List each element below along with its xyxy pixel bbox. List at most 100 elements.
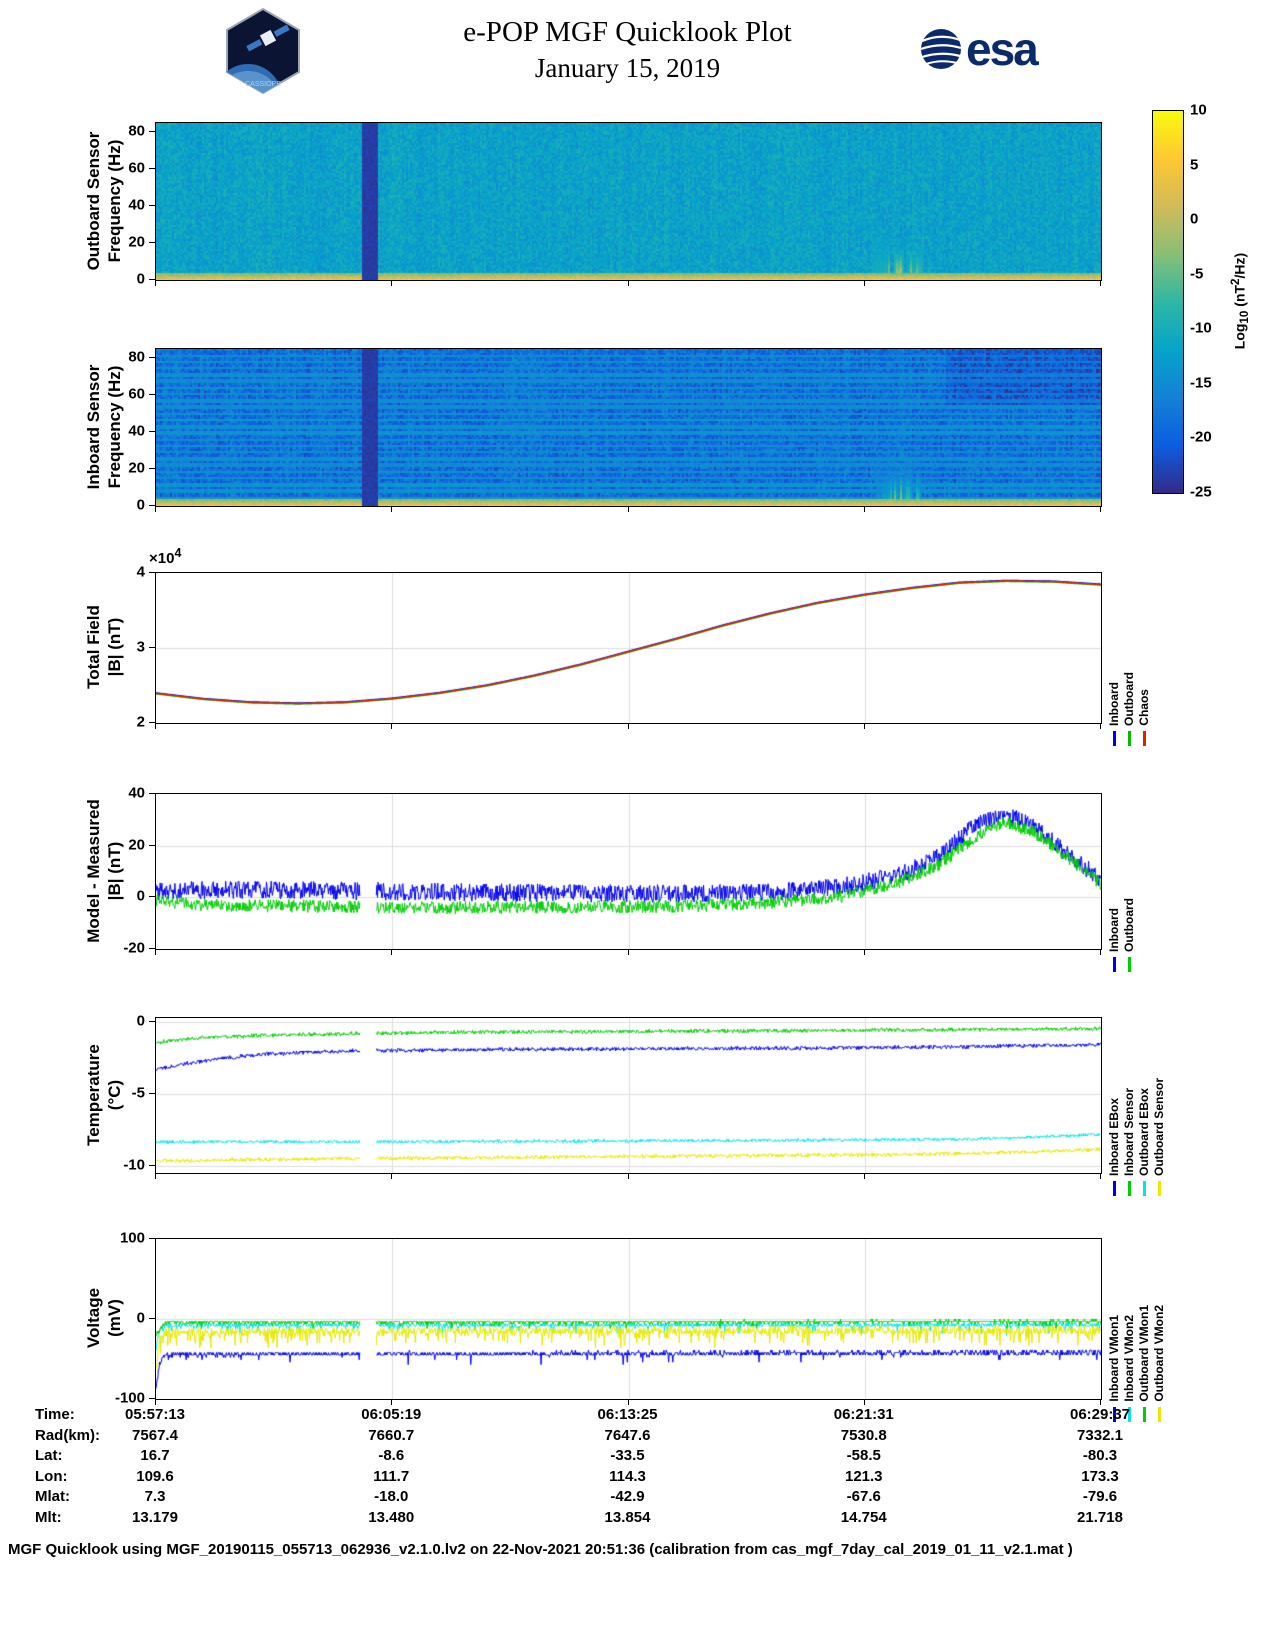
y-tick-label: 40 [128, 422, 145, 440]
panel-voltage: Voltage (mV) -100 0 100 Inboard VMon1 Inboar… [84, 1230, 1166, 1422]
legend-entry: Outboard Sensor [1152, 1078, 1166, 1196]
ephemeris-table: Time: 05:57:13 06:05:19 06:13:25 06:21:31 06:… [0, 1406, 1200, 1529]
y-axis-label-line: |B| (nT) [105, 617, 124, 677]
ephemeris-row: Rad(km): 7567.4 7660.7 7647.6 7530.8 7332.1 [0, 1427, 1200, 1448]
y-tick-label: 4 [136, 563, 145, 581]
y-tick-mark [149, 647, 155, 648]
x-tick-mark [391, 1399, 393, 1405]
ephemeris-value: 7332.1 [1077, 1426, 1123, 1444]
outboard-spectrogram-plot [155, 122, 1102, 281]
ephemeris-value: 05:57:13 [124, 1406, 186, 1423]
legend-entry: Outboard VMon2 [1152, 1305, 1166, 1422]
legend-color-sample [1127, 1407, 1131, 1422]
ephemeris-value: 16.7 [140, 1447, 170, 1464]
legend-color-sample [1157, 1181, 1161, 1196]
ephemeris-row: Lat: 16.7 -8.6 -33.5 -58.5 -80.3 [0, 1447, 1200, 1468]
y-tick-label: -10 [123, 1156, 145, 1174]
y-tick-label: -100 [114, 1389, 145, 1407]
x-tick-mark [1100, 280, 1101, 286]
model-minus-measured-plot [155, 793, 1102, 950]
ephemeris-value: 14.754 [840, 1508, 887, 1526]
legend-label: Inboard [1107, 682, 1121, 726]
footer-note: MGF Quicklook using MGF_20190115_055713_… [8, 1541, 1073, 1558]
x-tick-mark [1100, 1173, 1101, 1179]
ephemeris-row: Lon: 109.6 111.7 114.3 121.3 173.3 [0, 1468, 1200, 1489]
esa-logo: esa [920, 26, 1039, 72]
ephemeris-value: 13.854 [604, 1508, 651, 1526]
legend-label: Inboard VMon1 [1107, 1315, 1121, 1402]
ephemeris-value: 173.3 [1081, 1467, 1119, 1485]
y-tick-mark [149, 572, 155, 573]
y-tick-label: 100 [119, 1229, 145, 1247]
y-tick-label: 0 [136, 1012, 145, 1030]
y-tick-mark [149, 1021, 155, 1023]
ephemeris-value: 06:05:19 [361, 1406, 422, 1423]
ephemeris-row: Mlt: 13.179 13.480 13.854 14.754 21.718 [0, 1509, 1200, 1530]
y-tick-mark [149, 844, 155, 846]
y-axis-exponent-label: ×104 [149, 546, 181, 567]
colorbar-tick-label: 10 [1190, 101, 1207, 119]
ephemeris-value: 7.3 [144, 1488, 166, 1505]
colorbar-tick-label: -20 [1190, 428, 1212, 446]
legend: Inboard EBox Inboard Sensor Outboard EBox O… [1107, 1025, 1166, 1196]
voltage-plot [155, 1238, 1102, 1400]
esa-globe-icon [920, 29, 962, 69]
legend: Inboard Outboard Chaos [1107, 580, 1151, 746]
y-tick-label: 0 [136, 270, 145, 288]
total-field-plot [155, 572, 1102, 724]
legend-color-sample [1157, 1407, 1161, 1422]
legend-entry: Outboard EBox [1137, 1088, 1151, 1196]
y-tick-label: 40 [128, 784, 145, 802]
colorbar-tick-label: -10 [1190, 319, 1212, 337]
ephemeris-row: Time: 05:57:13 06:05:19 06:13:25 06:21:31 06:… [0, 1406, 1200, 1427]
legend-entry: Inboard VMon1 [1107, 1315, 1121, 1422]
ephemeris-value: 7647.6 [604, 1426, 651, 1444]
ephemeris-row-label: Rad(km): [35, 1426, 101, 1444]
legend-color-sample [1112, 731, 1116, 746]
y-tick-mark [149, 168, 155, 170]
x-tick-mark [1100, 723, 1101, 729]
legend-label: Outboard EBox [1137, 1087, 1151, 1176]
y-tick-label: 40 [128, 196, 145, 214]
legend-color-sample [1127, 731, 1131, 746]
legend-color-sample [1127, 1181, 1131, 1196]
colorbar-tick-label: -5 [1190, 265, 1204, 283]
legend-color-sample [1112, 957, 1116, 972]
ephemeris-value: -67.6 [846, 1488, 881, 1505]
y-tick-label: 3 [136, 638, 145, 656]
y-tick-mark [149, 896, 155, 898]
y-axis-label-line: Temperature [83, 1043, 103, 1146]
y-tick-mark [149, 1398, 155, 1399]
ephemeris-value: -33.5 [610, 1447, 645, 1464]
legend-label: Chaos [1137, 689, 1151, 726]
ephemeris-row-label: Lat: [35, 1447, 63, 1464]
colorbar-label-suffix: /Hz) [1231, 252, 1248, 279]
x-tick-mark [627, 723, 629, 729]
legend-color-sample [1127, 957, 1131, 972]
x-tick-mark [391, 949, 393, 955]
legend-entry: Outboard [1122, 898, 1136, 972]
legend-color-sample [1112, 1407, 1116, 1422]
legend-entry: Inboard [1107, 908, 1121, 972]
y-tick-mark [149, 279, 155, 280]
y-axis-label-line: Inboard Sensor [83, 364, 103, 489]
titles: e-POP MGF Quicklook Plot January 15, 201… [155, 16, 1100, 84]
y-tick-mark [149, 242, 155, 244]
ephemeris-row-label: Lon: [35, 1467, 68, 1485]
y-tick-mark [149, 394, 155, 396]
y-tick-mark [149, 722, 155, 723]
legend-label: Inboard Sensor [1122, 1087, 1136, 1176]
colorbar-label-sup: 2 [1228, 278, 1242, 285]
y-tick-mark [149, 131, 155, 133]
panel-temperature: Temperature (°C) 0 -5 -10 Inboard EBox Inboa… [84, 1013, 1166, 1196]
legend-color-sample [1142, 1181, 1146, 1196]
x-tick-mark [155, 1173, 156, 1179]
legend-entry: Inboard VMon2 [1122, 1315, 1136, 1422]
x-tick-mark [391, 1173, 393, 1179]
y-tick-label: 20 [128, 459, 145, 477]
cassiope-mission-logo: CASSIOPE [222, 6, 304, 101]
y-tick-label: 60 [128, 385, 145, 403]
colorbar-label-mid: (nT [1231, 284, 1248, 311]
y-axis-label-line: Frequency (Hz) [105, 139, 124, 262]
colorbar-label-prefix: Log [1231, 323, 1248, 350]
